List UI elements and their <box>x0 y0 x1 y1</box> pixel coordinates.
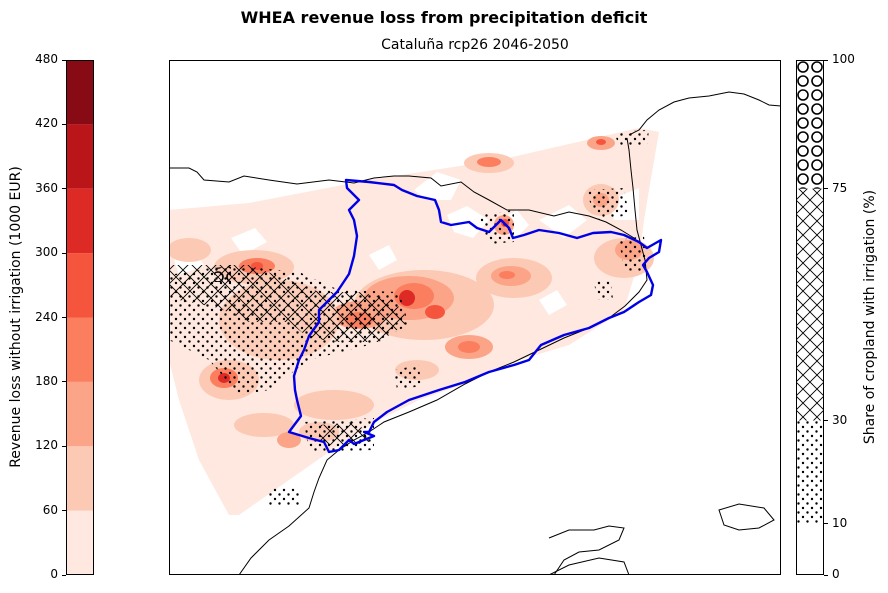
irrigation-legend-label: Share of cropland with irrigation (%) <box>862 189 878 445</box>
revenue-tick-label: 60 <box>42 502 58 517</box>
map-panel <box>169 60 781 575</box>
revenue-tick-mark <box>62 59 66 61</box>
revenue-tick-mark <box>62 574 66 576</box>
irrigation-class-none <box>796 523 824 575</box>
revenue-tick-mark <box>62 188 66 190</box>
revenue-bin-2 <box>66 381 94 447</box>
revenue-tick-mark <box>62 317 66 318</box>
irrigation-class-dots <box>796 420 824 524</box>
figure-title: WHEA revenue loss from precipitation def… <box>240 8 648 27</box>
irrigation-class-crosshatch <box>796 188 824 421</box>
revenue-tick-label: 120 <box>35 438 58 453</box>
revenue-bin-5 <box>66 188 94 254</box>
revenue-tick-label: 300 <box>35 245 58 260</box>
revenue-bin-3 <box>66 317 94 382</box>
revenue-colorbar <box>66 60 94 575</box>
irrigation-tick-label: 10 <box>832 515 848 530</box>
irrigation-tick-label: 30 <box>832 412 848 427</box>
revenue-tick-mark <box>62 123 66 125</box>
irrigation-tick-label: 0 <box>832 567 840 581</box>
map-frame <box>169 60 781 575</box>
revenue-bin-1 <box>66 446 94 511</box>
revenue-tick-label: 240 <box>35 309 58 324</box>
revenue-tick-mark <box>62 445 66 447</box>
revenue-bin-7 <box>66 60 94 125</box>
irrigation-tick-mark <box>824 574 828 576</box>
coastline <box>169 91 781 575</box>
irrigation-tick-mark <box>824 523 828 524</box>
irrigation-legend-bar <box>796 60 824 575</box>
irrigation-tick-mark <box>824 420 828 421</box>
revenue-bin-0 <box>66 510 94 575</box>
revenue-tick-label: 180 <box>35 373 58 388</box>
revenue-tick-label: 0 <box>50 567 58 581</box>
irrigation-class-circles <box>796 60 824 189</box>
revenue-tick-mark <box>62 252 66 254</box>
revenue-bin-4 <box>66 253 94 318</box>
irrigation-tick-mark <box>824 188 828 190</box>
irrigation-tick-mark <box>824 59 828 61</box>
map-subtitle: Cataluña rcp26 2046-2050 <box>381 37 569 53</box>
irrigation-hatching <box>169 130 649 505</box>
revenue-colorbar-frame <box>66 60 94 575</box>
catalunya-boundary <box>287 178 663 454</box>
revenue-tick-label: 420 <box>35 116 58 131</box>
revenue-bin-6 <box>66 124 94 189</box>
irrigation-tick-label: 75 <box>832 180 848 195</box>
revenue-tick-label: 480 <box>35 52 58 66</box>
revenue-tick-mark <box>62 510 66 512</box>
irrigation-legend-frame <box>796 60 824 575</box>
irrigation-tick-label: 100 <box>832 52 855 66</box>
revenue-tick-label: 360 <box>35 180 58 195</box>
revenue-tick-mark <box>62 381 66 383</box>
